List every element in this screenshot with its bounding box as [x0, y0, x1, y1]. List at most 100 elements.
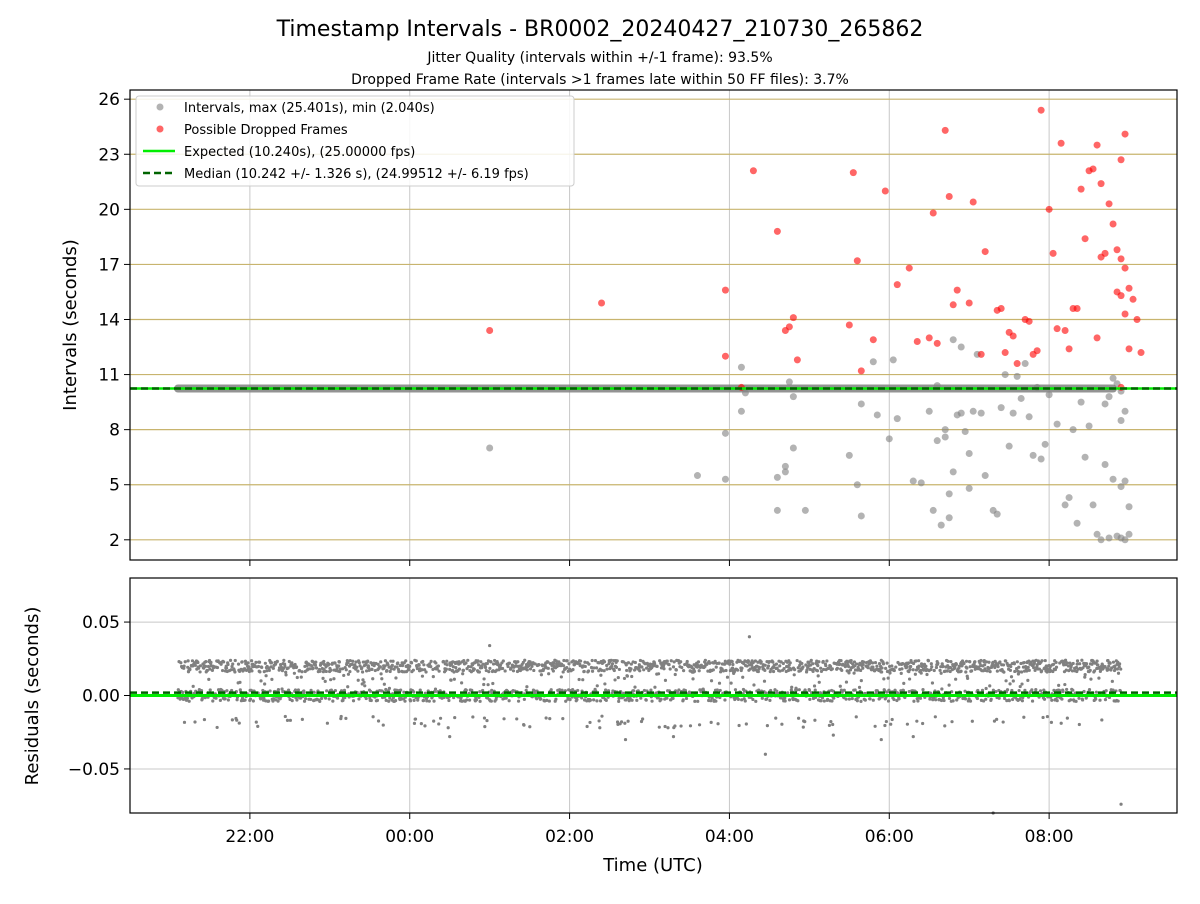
- residual-point: [797, 717, 800, 720]
- residual-point: [914, 673, 917, 676]
- residual-point: [715, 666, 718, 669]
- residual-point: [407, 668, 410, 671]
- residual-point: [592, 698, 595, 701]
- residual-point: [315, 666, 318, 669]
- residual-point: [595, 699, 598, 702]
- dropped-frame-point: [774, 228, 781, 235]
- residual-point: [318, 700, 321, 703]
- residual-point: [192, 685, 195, 688]
- residual-point: [548, 699, 551, 702]
- dropped-frame-point: [854, 257, 861, 264]
- residual-point: [517, 700, 520, 703]
- residual-point: [952, 699, 955, 702]
- residual-point: [639, 697, 642, 700]
- residual-point: [912, 668, 915, 671]
- residual-point: [656, 665, 659, 668]
- residual-point: [216, 726, 219, 729]
- residual-point: [231, 662, 234, 665]
- residual-point: [250, 659, 253, 662]
- residual-point: [523, 659, 526, 662]
- interval-point: [1042, 441, 1049, 448]
- residual-point: [1085, 662, 1088, 665]
- residual-point: [207, 678, 210, 681]
- residual-point: [385, 669, 388, 672]
- residual-point: [917, 659, 920, 662]
- interval-point: [1018, 395, 1025, 402]
- residual-point: [1078, 662, 1081, 665]
- residual-point: [912, 700, 915, 703]
- residual-point: [225, 667, 228, 670]
- residual-point: [966, 677, 969, 680]
- residual-point: [1031, 699, 1034, 702]
- residual-point: [819, 699, 822, 702]
- residual-point: [502, 717, 505, 720]
- residual-point: [562, 664, 565, 667]
- residual-point: [1107, 665, 1110, 668]
- residual-point: [878, 662, 881, 665]
- residual-point: [1034, 688, 1037, 691]
- residual-point: [476, 659, 479, 662]
- residual-point: [880, 670, 883, 673]
- residual-point: [984, 698, 987, 701]
- residual-point: [566, 659, 569, 662]
- residual-point: [379, 665, 382, 668]
- residual-point: [409, 699, 412, 702]
- residual-point: [370, 668, 373, 671]
- residual-point: [282, 659, 285, 662]
- residual-point: [327, 663, 330, 666]
- residual-point: [535, 697, 538, 700]
- dropped-frame-point: [598, 299, 605, 306]
- residual-point: [483, 716, 486, 719]
- residual-point: [466, 659, 469, 662]
- residual-point: [437, 664, 440, 667]
- residual-point: [855, 715, 858, 718]
- residual-point: [340, 715, 343, 718]
- residual-point: [422, 699, 425, 702]
- residual-point: [432, 699, 435, 702]
- residual-point: [1119, 667, 1122, 670]
- residual-point: [758, 666, 761, 669]
- residual-point: [321, 677, 324, 680]
- residual-point: [854, 688, 857, 691]
- residual-point: [532, 669, 535, 672]
- interval-point: [1110, 476, 1117, 483]
- intervals-y-tick-label: 8: [109, 421, 120, 441]
- residual-point: [1056, 699, 1059, 702]
- interval-point: [1006, 443, 1013, 450]
- residual-point: [629, 667, 632, 670]
- residual-point: [998, 697, 1001, 700]
- residual-point: [638, 669, 641, 672]
- residual-point: [747, 660, 750, 663]
- residual-point: [1009, 665, 1012, 668]
- residual-point: [227, 698, 230, 701]
- residual-point: [670, 659, 673, 662]
- interval-point: [786, 378, 793, 385]
- residual-point: [850, 659, 853, 662]
- residual-point: [1109, 662, 1112, 665]
- residual-point: [930, 665, 933, 668]
- residual-point: [949, 660, 952, 663]
- residual-point: [348, 670, 351, 673]
- residual-point: [808, 689, 811, 692]
- residual-point: [816, 669, 819, 672]
- residual-point: [847, 665, 850, 668]
- residual-point: [424, 670, 427, 673]
- residual-point: [782, 662, 785, 665]
- residual-point: [578, 678, 581, 681]
- residual-point: [917, 665, 920, 668]
- residual-point: [924, 665, 927, 668]
- residual-point: [296, 676, 299, 679]
- residual-point: [490, 700, 493, 703]
- dropped-frame-point: [1074, 305, 1081, 312]
- residual-point: [571, 668, 574, 671]
- residual-point: [671, 697, 674, 700]
- residual-point: [802, 726, 805, 729]
- residual-point: [1118, 662, 1121, 665]
- interval-point: [874, 411, 881, 418]
- residual-point: [1017, 666, 1020, 669]
- dropped-frame-point: [1038, 107, 1045, 114]
- residual-point: [438, 670, 441, 673]
- residual-point: [940, 687, 943, 690]
- residual-point: [1023, 661, 1026, 664]
- residual-point: [324, 680, 327, 683]
